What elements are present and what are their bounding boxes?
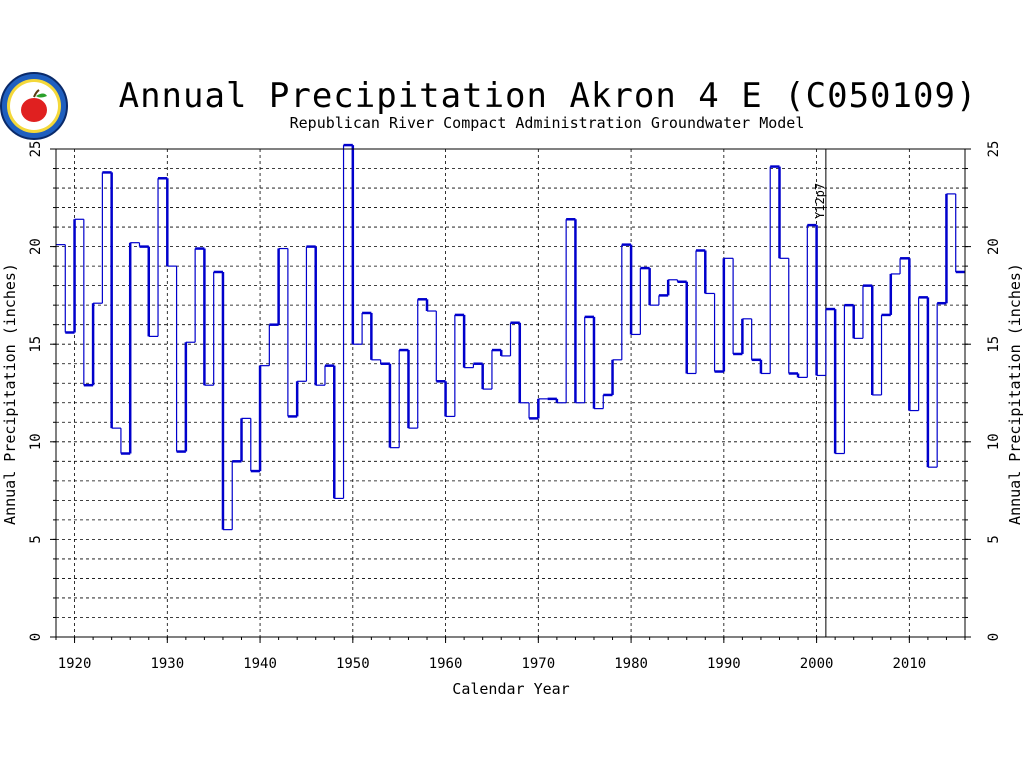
- grid-lines: [56, 149, 965, 637]
- y-axis-label-right: Annual Precipitation (inches): [1006, 263, 1024, 525]
- y-tick-label-left: 5: [28, 535, 44, 543]
- y-tick-label-left: 25: [28, 141, 44, 158]
- x-tick-label: 2010: [892, 656, 926, 672]
- x-tick-label: 1920: [58, 656, 92, 672]
- y-tick-label-right: 25: [986, 141, 1002, 158]
- annotation-label: Y12p7: [813, 183, 827, 219]
- x-tick-label: 1950: [336, 656, 370, 672]
- x-tick-label: 1940: [243, 656, 277, 672]
- x-axis-ticks: 1920 1930 1940 1950 1960 1970 1980 1990 2000 2010: [55, 637, 966, 672]
- x-tick-label: 1990: [707, 656, 741, 672]
- x-tick-label: 1930: [150, 656, 184, 672]
- y-tick-label-right: 0: [986, 633, 1002, 641]
- agency-seal-logo: [0, 72, 68, 140]
- chart-title: Annual Precipitation Akron 4 E (C050109): [119, 76, 978, 116]
- y-tick-label-right: 15: [986, 336, 1002, 353]
- y-tick-label-left: 20: [28, 238, 44, 255]
- chart-subtitle: Republican River Compact Administration …: [290, 114, 805, 132]
- y-axis-label-left: Annual Precipitation (inches): [1, 263, 19, 525]
- x-axis-label: Calendar Year: [452, 680, 569, 698]
- x-tick-label: 2000: [800, 656, 834, 672]
- y-axis-ticks-left: 0 5 10 15 20 25: [28, 141, 56, 641]
- y-tick-label-right: 10: [986, 433, 1002, 450]
- y-tick-label-left: 10: [28, 433, 44, 450]
- plot-frame: [55, 148, 966, 638]
- annotation-group: Y12p7: [813, 149, 827, 637]
- y-tick-label-left: 15: [28, 336, 44, 353]
- precipitation-series: [56, 143, 965, 531]
- x-tick-label: 1980: [614, 656, 648, 672]
- y-axis-ticks-right: 0 5 10 15 20 25: [965, 141, 1002, 641]
- y-tick-label-left: 0: [28, 633, 44, 641]
- x-tick-label: 1970: [521, 656, 555, 672]
- y-tick-label-right: 5: [986, 535, 1002, 543]
- y-tick-label-right: 20: [986, 238, 1002, 255]
- x-tick-label: 1960: [429, 656, 463, 672]
